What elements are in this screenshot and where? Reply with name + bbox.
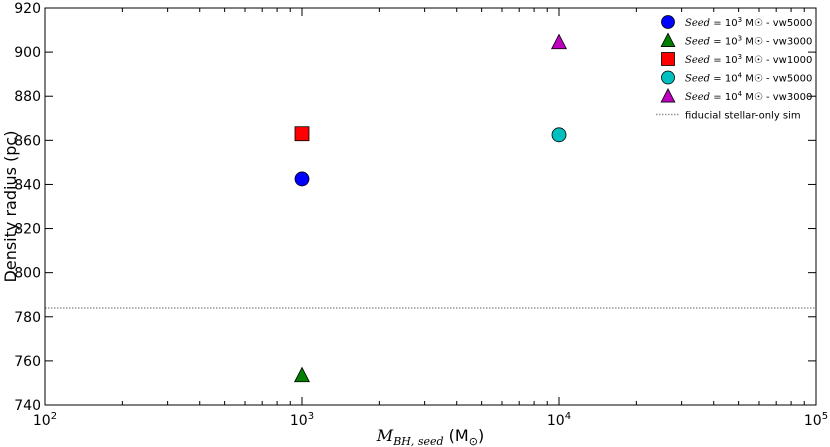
legend-label: Seed = 103 M☉ - vw3000 — [685, 35, 812, 48]
legend-marker — [661, 15, 675, 29]
legend-label: Seed = 104 M☉ - vw3000 — [685, 90, 812, 103]
data-point — [550, 33, 568, 50]
legend-marker — [660, 87, 676, 103]
y-tick-label: 860 — [14, 133, 41, 149]
y-tick-label: 880 — [14, 89, 41, 105]
data-point — [293, 366, 311, 383]
legend-label: Seed = 104 M☉ - vw5000 — [685, 72, 812, 85]
y-tick-labels: 740 760 780 800 820 840 860 880 900 920 — [14, 1, 41, 414]
y-tick-label: 760 — [14, 354, 41, 370]
legend-label: Seed = 103 M☉ - vw1000 — [685, 53, 812, 66]
plot-frame — [44, 7, 817, 406]
y-tick-label: 840 — [14, 177, 41, 193]
y-tick-label: 820 — [14, 222, 41, 238]
data-point — [294, 171, 310, 187]
data-point — [551, 127, 567, 143]
data-markers — [293, 33, 568, 383]
legend-marker — [660, 32, 676, 47]
x-tick-label: 104 — [547, 411, 571, 429]
x-axis-label: MBH, seed (M⊙) — [376, 426, 484, 447]
data-point — [294, 126, 310, 142]
x-tick-label: 103 — [290, 411, 314, 429]
y-tick-label: 800 — [14, 266, 41, 282]
legend-label: fiducial stellar-only sim — [685, 111, 801, 122]
x-tick-labels: 102 103 104 105 — [33, 411, 828, 429]
legend-marker — [661, 70, 675, 85]
axis-ticks — [44, 7, 817, 406]
legend-marker — [661, 52, 675, 66]
y-axis-label: Density radius (pc) — [1, 131, 20, 283]
y-tick-label: 740 — [14, 398, 41, 414]
x-tick-label: 102 — [33, 411, 57, 429]
legend-label: Seed = 103 M☉ - vw5000 — [685, 16, 812, 29]
x-tick-label: 105 — [804, 411, 828, 429]
y-tick-label: 920 — [14, 1, 41, 17]
y-tick-label: 900 — [14, 45, 41, 61]
y-tick-label: 780 — [14, 310, 41, 326]
legend: Seed = 103 M☉ - vw5000 Seed = 103 M☉ - vw… — [656, 15, 812, 122]
